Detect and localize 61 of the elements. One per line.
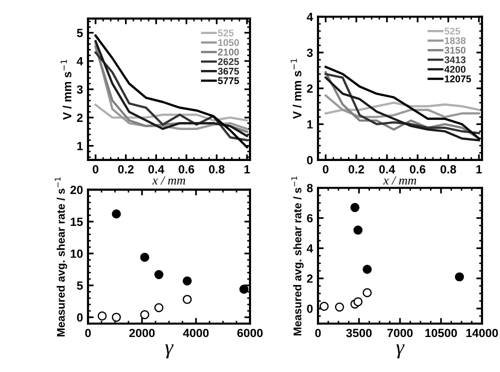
x-tick-label: 2000 (129, 328, 155, 338)
x-tick-label: 0.8 (440, 165, 456, 174)
x-tick-label: 7000 (387, 328, 413, 338)
x-tick-label: 0.8 (208, 165, 225, 174)
legend-label: 3675 (218, 68, 240, 75)
y-tick-label: 15 (70, 218, 83, 226)
x-tick-label: 14000 (466, 328, 498, 338)
legend-label: 3413 (444, 56, 466, 64)
x-axis-title: x / mm (383, 176, 416, 185)
y-tick-label: 0 (307, 304, 313, 313)
y-tick-label: 2 (306, 84, 313, 93)
x-axis-title: γ (396, 344, 405, 358)
legend-label: 525 (444, 28, 460, 35)
x-tick-label: 0.4 (148, 165, 164, 174)
legend-label: 5775 (218, 77, 240, 84)
y-tick-label: 2 (306, 274, 313, 283)
y-tick-label: 1 (307, 120, 313, 128)
legend-label: 2100 (218, 48, 239, 56)
y-tick-label: 0 (77, 313, 83, 322)
y-tick-label: 6 (307, 214, 313, 222)
x-tick-label: 0 (92, 165, 98, 174)
x-tick-label: 0 (85, 328, 91, 338)
x-tick-label: 0.6 (178, 165, 194, 174)
y-tick-label: 3 (306, 48, 313, 57)
y-tick-label: 10 (70, 250, 83, 258)
legend-label: 1050 (218, 39, 239, 46)
y-axis-title: Measured avg. shear rate / s$^{−1}$ (54, 177, 68, 336)
y-tick-label: 4 (76, 57, 84, 66)
y-tick-label: 4 (306, 12, 314, 22)
x-tick-label: 0.6 (410, 165, 426, 174)
x-tick-label: 0 (322, 165, 328, 174)
x-tick-label: 0.2 (118, 165, 134, 174)
y-tick-label: 20 (70, 186, 83, 194)
x-tick-label: 4000 (183, 328, 209, 338)
x-tick-label: 1 (476, 165, 482, 174)
y-tick-label: 3 (76, 85, 83, 94)
legend-label: 1838 (444, 37, 466, 44)
y-axis-title: V / mm s$^{−1}$ (60, 60, 72, 120)
x-tick-label: 1 (244, 165, 250, 174)
x-tick-label: 0.2 (348, 165, 364, 174)
x-tick-label: 10500 (425, 328, 457, 338)
x-tick-label: 3500 (346, 328, 372, 338)
x-axis-title: x / mm (152, 176, 186, 185)
y-tick-label: 8 (306, 184, 313, 192)
x-axis-title: γ (165, 344, 174, 358)
y-axis-title: V / mm s$^{−1}$ (290, 58, 302, 119)
y-axis-title: Measured avg. shear rate / s$^{−1}$ (291, 176, 304, 336)
y-tick-label: 5 (76, 282, 83, 290)
legend-label: 4200 (444, 66, 466, 73)
legend-label: 525 (218, 30, 234, 36)
legend-label: 2625 (218, 58, 240, 66)
y-tick-label: 5 (76, 28, 83, 38)
x-tick-label: 6000 (237, 328, 263, 338)
x-tick-label: 0.4 (379, 165, 396, 174)
x-tick-label: 0 (315, 328, 321, 338)
legend-label: 3150 (444, 46, 466, 54)
y-tick-label: 4 (306, 244, 314, 252)
legend-label: 12075 (444, 75, 472, 82)
y-tick-label: 2 (76, 114, 83, 122)
y-tick-label: 0 (307, 156, 313, 164)
y-tick-label: 1 (77, 142, 83, 150)
